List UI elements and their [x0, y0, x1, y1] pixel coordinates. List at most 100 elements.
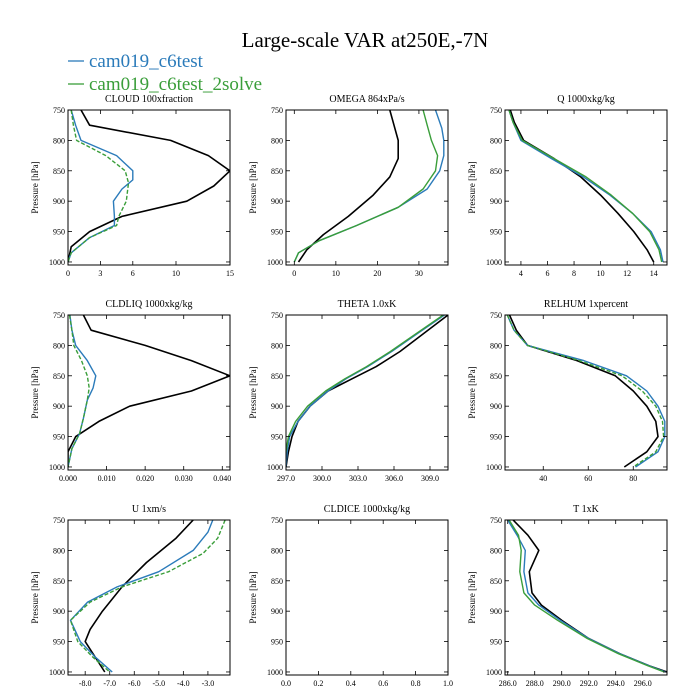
series-line-cam019-c6test: [507, 520, 666, 673]
x-tick-label: 0: [66, 269, 70, 278]
y-axis-label: Pressure [hPa]: [467, 366, 477, 418]
x-tick-label: 3: [98, 269, 102, 278]
x-tick-label: 296.0: [634, 679, 652, 688]
panel-title-q: Q 1000xkg/kg: [557, 94, 615, 105]
x-tick-label: 0.4: [346, 679, 356, 688]
x-tick-label: 309.0: [421, 474, 439, 483]
x-tick-label: 286.0: [499, 679, 517, 688]
series-group: [286, 315, 448, 468]
x-tick-label: 15: [226, 269, 234, 278]
y-tick-label: 950: [490, 433, 502, 442]
panel-t: T 1xK Pressure [hPa] 750 800 850 900 950 1000 28…: [467, 504, 668, 688]
series-group: [69, 520, 226, 673]
y-tick-label: 900: [53, 402, 65, 411]
y-tick-label: 900: [53, 197, 65, 206]
x-tick-label: -6.0: [128, 679, 141, 688]
series-line-cam019-c6test: [68, 110, 134, 263]
series-line-cam019-c6test-2solve: [68, 110, 130, 263]
y-tick-label: 900: [490, 402, 502, 411]
series-group: [293, 110, 445, 263]
y-tick-label: 850: [53, 577, 65, 586]
x-tick-label: -3.0: [202, 679, 215, 688]
y-tick-label: 1000: [486, 463, 502, 472]
x-tick-label: 0.2: [313, 679, 323, 688]
series-line-obs: [84, 520, 194, 673]
y-tick-label: 950: [53, 433, 65, 442]
series-line-cam019-c6test-2solve: [286, 315, 444, 461]
panel-title-omega: OMEGA 864xPa/s: [329, 94, 404, 105]
plot-frame: [67, 314, 231, 471]
plot-frame: [285, 519, 449, 676]
y-tick-label: 800: [53, 341, 65, 350]
x-tick-label: 0.6: [378, 679, 388, 688]
y-tick-label: 850: [271, 372, 283, 381]
x-tick-label: 0.8: [411, 679, 421, 688]
x-tick-label: 8: [572, 269, 576, 278]
y-tick-label: 1000: [267, 668, 283, 677]
series-line-cam019-c6test: [506, 315, 666, 468]
y-tick-label: 750: [53, 106, 65, 115]
series-line-obs: [286, 315, 448, 468]
plot-frame: [67, 109, 231, 266]
y-tick-label: 900: [271, 607, 283, 616]
series-group: [68, 315, 230, 468]
panel-title-t: T 1xK: [573, 504, 599, 515]
y-axis-label: Pressure [hPa]: [30, 366, 40, 418]
y-tick-label: 950: [490, 228, 502, 237]
x-tick-label: 297.0: [277, 474, 295, 483]
series-line-obs: [68, 315, 230, 467]
panel-title-cldice: CLDICE 1000xkg/kg: [324, 504, 410, 515]
y-tick-label: 950: [490, 638, 502, 647]
plot-frame: [504, 109, 668, 266]
y-tick-label: 850: [490, 372, 502, 381]
x-tick-label: 4: [519, 269, 523, 278]
x-tick-label: 30: [415, 269, 423, 278]
y-tick-label: 750: [53, 311, 65, 320]
series-line-cam019-c6test-2solve: [508, 110, 663, 263]
series-line-obs: [509, 110, 655, 263]
x-tick-label: 292.0: [580, 679, 598, 688]
y-tick-label: 1000: [49, 668, 65, 677]
y-tick-label: 800: [271, 546, 283, 555]
series-line-obs: [68, 110, 230, 263]
series-line-cam019-c6test-2solve: [293, 110, 439, 263]
panel-omega: OMEGA 864xPa/s Pressure [hPa] 750 800 850 900…: [248, 94, 449, 278]
series-line-obs: [297, 110, 399, 263]
x-tick-label: 1.0: [443, 679, 453, 688]
y-tick-label: 1000: [267, 258, 283, 267]
series-group: [508, 110, 664, 263]
x-tick-label: 0.010: [98, 474, 116, 483]
y-tick-label: 800: [490, 341, 502, 350]
plot-frame: [285, 109, 449, 266]
y-tick-label: 850: [490, 167, 502, 176]
panel-cldice: CLDICE 1000xkg/kg Pressure [hPa] 750 800 850…: [248, 504, 453, 688]
legend-label-cam019-c6test-2solve: cam019_c6test_2solve: [89, 74, 262, 95]
y-axis-label: Pressure [hPa]: [248, 161, 258, 213]
x-tick-label: 288.0: [526, 679, 544, 688]
series-group: [506, 315, 666, 468]
y-tick-label: 900: [271, 197, 283, 206]
x-tick-label: 0.000: [59, 474, 77, 483]
y-tick-label: 950: [53, 228, 65, 237]
x-tick-label: 0: [292, 269, 296, 278]
x-tick-label: 20: [373, 269, 381, 278]
figure-title: Large-scale VAR at250E,-7N: [242, 28, 489, 52]
legend-label-cam019-c6test: cam019_c6test: [89, 51, 204, 72]
panel-title-u: U 1xm/s: [132, 504, 166, 515]
y-tick-label: 900: [53, 607, 65, 616]
panel-relhum: RELHUM 1xpercent Pressure [hPa] 750 800 850 9…: [467, 299, 668, 483]
series-line-obs: [512, 520, 667, 673]
panel-theta: THETA 1.0xK Pressure [hPa] 750 800 850 900 950…: [248, 299, 449, 483]
x-tick-label: 0.040: [213, 474, 231, 483]
y-tick-label: 850: [53, 372, 65, 381]
y-tick-label: 850: [271, 577, 283, 586]
series-line-cam019-c6test: [69, 520, 214, 673]
panel-cldliq: CLDLIQ 1000xkg/kg Pressure [hPa] 750 800 850…: [30, 299, 231, 483]
series-line-cam019-c6test-2solve: [68, 315, 90, 468]
y-tick-label: 1000: [49, 463, 65, 472]
x-tick-label: 12: [623, 269, 631, 278]
legend: cam019_c6test cam019_c6test_2solve: [68, 51, 262, 95]
y-tick-label: 950: [53, 638, 65, 647]
x-tick-label: 290.0: [553, 679, 571, 688]
